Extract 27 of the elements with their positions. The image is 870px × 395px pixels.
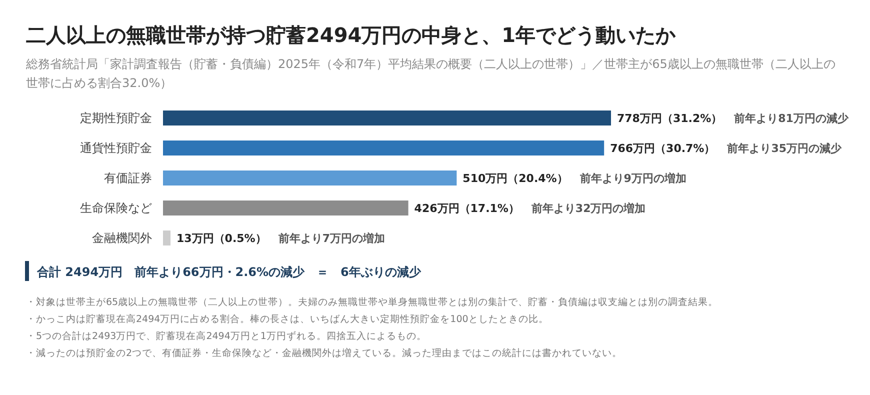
text: 合計 2494万円 前年より66万円・2.6%の減少 ＝ 6年ぶりの減少 [36,265,422,279]
data-label: 778万円（31.2%） [617,112,722,125]
chart-subtitle: 総務省統計局「家計調査報告（貯蓄・負債編）2025年（令和7年）平均結果の概要（二人以上の世帯）」／世帯主が65歳以上の無職世帯（二人以上の世帯に占める割合32.0%） [25,57,836,90]
text: 前年より81万円の減少 [733,112,850,125]
bar [163,140,604,156]
annotation: 前年より7万円の増加 [277,232,385,245]
text: ・減ったのは預貯金の2つで、有価証券・生命保険など・金融機関外は増えている。減った理由まではこの統計には書かれていない。 [26,347,622,359]
annotation: 前年より9万円の増加 [578,172,686,185]
y-tick-label: 通貨性預貯金 [80,141,152,155]
bar [163,110,611,126]
data-label: 13万円（0.5%） [176,232,266,245]
y-tick-label: 定期性預貯金 [80,111,152,125]
chart-title: 二人以上の無職世帯が持つ貯蓄2494万円の中身と、1年でどう動いたか [26,23,677,47]
data-label: 766万円（30.7%） [610,142,716,155]
annotation: 前年より32万円の増加 [530,202,646,215]
data-label: 510万円（20.4%） [462,172,568,185]
data-label: 426万円（17.1%） [414,202,520,215]
bar [163,200,408,216]
y-tick-label: 有価証券 [104,171,152,185]
text: ・5つの合計は2493万円で、貯蓄現在高2494万円と1万円ずれる。四捨五入によるもの。 [26,330,426,342]
bar [163,170,457,186]
y-tick-label: 金融機関外 [92,231,152,245]
text: ・かっこ内は貯蓄現在高2494万円に占める割合。棒の長さは、いちばん大きい定期性預貯金を100としたときの比。 [26,313,548,325]
text: 前年より35万円の減少 [726,142,843,155]
y-tick-label: 生命保険など [80,201,152,215]
text: ・対象は世帯主が65歳以上の無職世帯（二人以上の世帯）。夫婦のみ無職世帯や単身無職世帯とは別の集計で、貯蓄・負債編は収支編とは別の調査結果。 [26,296,718,308]
bar [163,230,170,246]
